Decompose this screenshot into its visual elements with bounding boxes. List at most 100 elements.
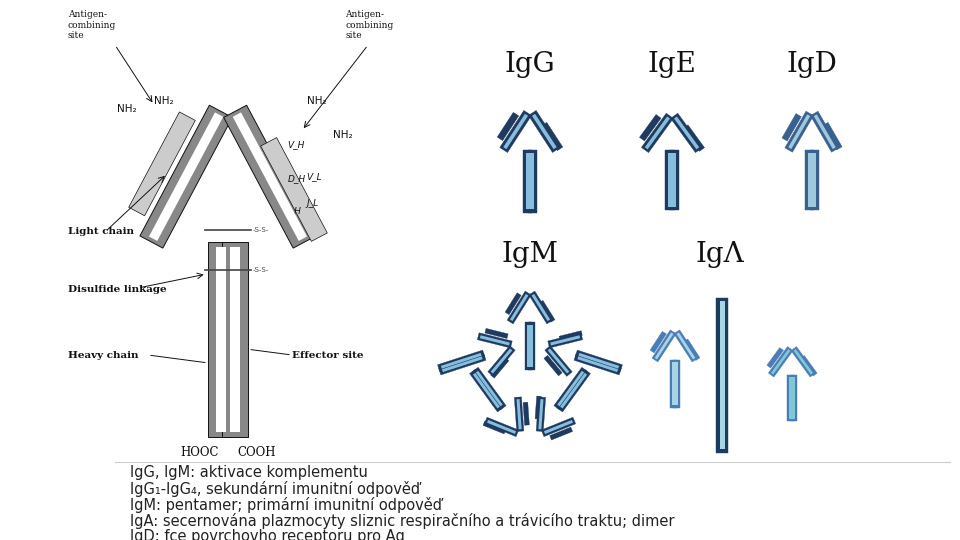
Polygon shape (639, 114, 661, 141)
Polygon shape (441, 353, 482, 369)
Polygon shape (767, 348, 783, 368)
Text: -S-S-: -S-S- (252, 227, 269, 233)
Polygon shape (505, 293, 521, 315)
Polygon shape (527, 325, 530, 367)
Polygon shape (222, 242, 248, 437)
Polygon shape (814, 114, 836, 149)
Polygon shape (575, 350, 622, 372)
Polygon shape (530, 325, 533, 367)
Polygon shape (673, 360, 681, 408)
Polygon shape (473, 373, 500, 408)
Polygon shape (261, 138, 327, 241)
Polygon shape (719, 301, 725, 449)
Polygon shape (768, 347, 793, 377)
Polygon shape (808, 153, 811, 207)
Polygon shape (544, 420, 573, 434)
Text: Disulfide linkage: Disulfide linkage (68, 286, 167, 294)
Polygon shape (655, 333, 674, 359)
Text: IgE: IgE (648, 51, 696, 78)
Polygon shape (823, 123, 842, 150)
Polygon shape (801, 356, 817, 376)
Polygon shape (812, 153, 816, 207)
Polygon shape (507, 291, 531, 324)
Polygon shape (469, 369, 503, 412)
Polygon shape (645, 117, 670, 150)
Polygon shape (485, 328, 508, 339)
Text: IgD: fce povrchovho receptoru pro Ag: IgD: fce povrchovho receptoru pro Ag (130, 529, 405, 540)
Text: V_L: V_L (307, 172, 323, 181)
Polygon shape (224, 105, 316, 248)
Polygon shape (548, 348, 569, 374)
Polygon shape (528, 111, 561, 152)
Polygon shape (532, 114, 557, 149)
Polygon shape (149, 112, 224, 241)
Text: Antigen-
combining
site: Antigen- combining site (68, 10, 116, 40)
Text: IgD: IgD (786, 51, 837, 78)
Polygon shape (789, 377, 792, 419)
Text: Heavy chain: Heavy chain (68, 350, 138, 360)
Text: D_H: D_H (287, 174, 305, 183)
Polygon shape (528, 150, 537, 213)
Polygon shape (557, 369, 590, 412)
Polygon shape (487, 420, 516, 434)
Polygon shape (526, 153, 530, 210)
Text: NH₂: NH₂ (307, 96, 326, 106)
Polygon shape (641, 113, 673, 153)
Polygon shape (810, 111, 839, 152)
Text: IgM: IgM (501, 241, 559, 268)
Polygon shape (510, 294, 528, 321)
Text: Light chain: Light chain (68, 227, 134, 237)
Text: IgA: secernována plazmocyty sliznic respiračního a trávicího traktu; dimer: IgA: secernována plazmocyty sliznic resp… (130, 513, 675, 529)
Polygon shape (677, 333, 695, 359)
Polygon shape (232, 112, 307, 241)
Polygon shape (665, 150, 674, 210)
Polygon shape (485, 417, 518, 437)
Polygon shape (559, 330, 583, 341)
Polygon shape (785, 111, 814, 152)
Text: J_H: J_H (287, 207, 301, 215)
Polygon shape (515, 397, 524, 431)
Polygon shape (438, 350, 485, 372)
Text: COOH: COOH (237, 446, 276, 458)
Polygon shape (488, 346, 516, 376)
Polygon shape (472, 367, 506, 410)
Polygon shape (579, 353, 619, 369)
Polygon shape (668, 153, 672, 207)
Polygon shape (523, 150, 532, 213)
Polygon shape (483, 421, 506, 434)
Polygon shape (791, 347, 816, 377)
Polygon shape (497, 112, 518, 140)
Polygon shape (684, 339, 700, 361)
Polygon shape (525, 322, 532, 369)
Text: V_H: V_H (287, 140, 305, 149)
Polygon shape (230, 247, 240, 432)
Polygon shape (672, 153, 676, 207)
Text: IgM: pentamer; primární imunitní odpověď: IgM: pentamer; primární imunitní odpověď (130, 497, 442, 513)
Polygon shape (650, 332, 666, 353)
Polygon shape (788, 114, 810, 149)
Polygon shape (541, 123, 563, 151)
Polygon shape (537, 397, 545, 431)
Polygon shape (532, 294, 550, 321)
Polygon shape (716, 298, 728, 453)
Text: IgG, IgM: aktivace komplementu: IgG, IgM: aktivace komplementu (130, 465, 368, 481)
Polygon shape (503, 114, 528, 149)
Polygon shape (550, 335, 580, 346)
Text: NH₂: NH₂ (154, 96, 173, 106)
Polygon shape (500, 111, 532, 152)
Polygon shape (539, 399, 543, 429)
Polygon shape (544, 346, 572, 376)
Polygon shape (548, 333, 583, 348)
Polygon shape (528, 322, 536, 369)
Polygon shape (560, 373, 588, 408)
Polygon shape (529, 291, 553, 324)
Polygon shape (771, 349, 790, 374)
Polygon shape (476, 371, 503, 407)
Polygon shape (439, 354, 486, 375)
Polygon shape (790, 375, 797, 421)
Text: Effector site: Effector site (292, 350, 364, 360)
Polygon shape (442, 356, 483, 372)
Polygon shape (577, 356, 618, 372)
Polygon shape (810, 150, 819, 210)
Polygon shape (491, 357, 509, 378)
